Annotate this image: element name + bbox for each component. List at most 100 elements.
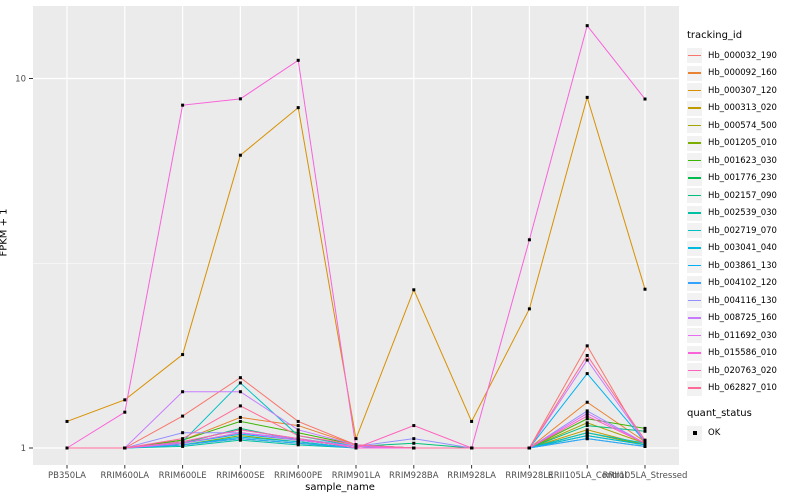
legend-label: Hb_000032_190	[708, 50, 777, 61]
svg-text:RRIM600LA: RRIM600LA	[100, 471, 149, 481]
legend-key	[687, 153, 702, 168]
square-point-icon	[692, 431, 697, 435]
legend-title-quant-status: quant_status	[687, 407, 752, 419]
legend-key	[687, 310, 702, 326]
legend-key	[687, 205, 702, 221]
legend-item-Hb_001623_030: Hb_001623_030	[687, 153, 799, 168]
legend-label: Hb_002539_030	[708, 208, 777, 218]
legend-key	[687, 48, 702, 63]
legend-item-Hb_003861_130: Hb_003861_130	[687, 258, 799, 273]
legend-label: Hb_000092_160	[708, 68, 777, 78]
legend-key	[687, 170, 702, 186]
x-axis-title: sample_name	[305, 482, 375, 493]
legend-item-Hb_002539_030: Hb_002539_030	[687, 205, 799, 221]
legend-key	[687, 363, 702, 378]
legend-key	[687, 240, 702, 256]
legend-line-swatch	[688, 317, 701, 319]
legend-label: Hb_015586_010	[708, 348, 777, 358]
y-axis-title: FPKM + 1	[0, 208, 10, 257]
legend-item-Hb_000092_160: Hb_000092_160	[687, 65, 799, 81]
legend-item-Hb_000307_120: Hb_000307_120	[687, 83, 799, 98]
legend-line-swatch	[688, 387, 701, 389]
legend-quant-status-block: quant_status OK	[687, 408, 799, 441]
legend-key	[687, 118, 702, 133]
svg-text:RRIM901LA: RRIM901LA	[332, 471, 381, 481]
legend-item-Hb_000313_020: Hb_000313_020	[687, 100, 799, 116]
legend-label: Hb_008725_160	[708, 313, 777, 323]
svg-text:RRIM928LE: RRIM928LE	[505, 471, 553, 481]
legend-key	[687, 223, 702, 238]
legend-label: Hb_003861_130	[708, 260, 777, 271]
svg-text:RRII105LA_Stressed: RRII105LA_Stressed	[603, 471, 688, 481]
legend-label: Hb_002719_070	[708, 225, 777, 236]
legend-item-Hb_000032_190: Hb_000032_190	[687, 48, 799, 63]
legend-line-swatch	[688, 177, 701, 179]
legend-key	[687, 100, 702, 116]
legend-key	[687, 258, 702, 273]
legend-line-swatch	[688, 212, 701, 214]
legend-key	[687, 425, 702, 441]
legend-line-swatch	[688, 247, 701, 249]
legend-label: Hb_001623_030	[708, 155, 777, 166]
legend-label: Hb_000574_500	[708, 120, 777, 131]
legend-key	[687, 293, 702, 308]
legend-label: OK	[708, 428, 721, 438]
legend-item-Hb_000574_500: Hb_000574_500	[687, 118, 799, 133]
svg-text:PB350LA: PB350LA	[48, 471, 86, 481]
legend-title-tracking-id: tracking_id	[687, 30, 743, 41]
data-points	[65, 24, 647, 450]
legend-label: Hb_001205_010	[708, 138, 777, 148]
legend-line-swatch	[688, 299, 701, 302]
legend-line-swatch	[688, 334, 701, 337]
axis-ticks	[29, 78, 646, 469]
svg-text:RRII105LA_Control: RRII105LA_Control	[548, 471, 627, 481]
legend-label: Hb_003041_040	[708, 243, 777, 253]
legend-label: Hb_004102_120	[708, 278, 777, 288]
legend-label: Hb_001776_230	[708, 173, 777, 183]
svg-text:10: 10	[15, 75, 26, 85]
legend-key	[687, 83, 702, 98]
legend-item-Hb_015586_010: Hb_015586_010	[687, 345, 799, 361]
legend-color-entries: Hb_000032_190 Hb_000092_160 Hb_000307_120 H…	[687, 48, 799, 396]
legend-line-swatch	[688, 89, 701, 92]
legend-item-Hb_011692_030: Hb_011692_030	[687, 328, 799, 343]
legend-item-Hb_002719_070: Hb_002719_070	[687, 223, 799, 238]
legend-item-Hb_001205_010: Hb_001205_010	[687, 135, 799, 151]
legend-line-swatch	[688, 107, 701, 109]
legend-item-Hb_004102_120: Hb_004102_120	[687, 275, 799, 291]
svg-text:1: 1	[21, 444, 26, 454]
legend-item-ok: OK	[687, 425, 799, 441]
legend-label: Hb_062827_010	[708, 383, 777, 393]
legend-label: Hb_011692_030	[708, 330, 777, 341]
legend-line-swatch	[688, 229, 701, 232]
legend-line-swatch	[688, 142, 701, 144]
svg-text:RRIM600LE: RRIM600LE	[159, 471, 207, 481]
legend-item-Hb_001776_230: Hb_001776_230	[687, 170, 799, 186]
legend: tracking_id Hb_000032_190 Hb_000092_160 Hb…	[687, 30, 799, 443]
legend-label: Hb_000307_120	[708, 85, 777, 96]
legend-key	[687, 328, 702, 343]
legend-line-swatch	[688, 54, 701, 57]
legend-key	[687, 135, 702, 151]
legend-key	[687, 65, 702, 81]
legend-line-swatch	[688, 124, 701, 127]
svg-text:RRIM600PE: RRIM600PE	[274, 471, 322, 481]
legend-line-swatch	[688, 194, 701, 197]
legend-line-swatch	[688, 352, 701, 354]
legend-label: Hb_000313_020	[708, 103, 777, 113]
legend-key	[687, 188, 702, 203]
legend-line-swatch	[688, 282, 701, 284]
legend-item-Hb_008725_160: Hb_008725_160	[687, 310, 799, 326]
legend-item-Hb_004116_130: Hb_004116_130	[687, 293, 799, 308]
legend-item-Hb_020763_020: Hb_020763_020	[687, 363, 799, 378]
legend-key	[687, 380, 702, 396]
legend-line-swatch	[688, 369, 701, 372]
svg-text:RRIM928BA: RRIM928BA	[389, 471, 439, 481]
legend-item-Hb_003041_040: Hb_003041_040	[687, 240, 799, 256]
legend-line-swatch	[688, 72, 701, 74]
legend-key	[687, 275, 702, 291]
legend-item-Hb_062827_010: Hb_062827_010	[687, 380, 799, 396]
legend-line-swatch	[688, 264, 701, 267]
